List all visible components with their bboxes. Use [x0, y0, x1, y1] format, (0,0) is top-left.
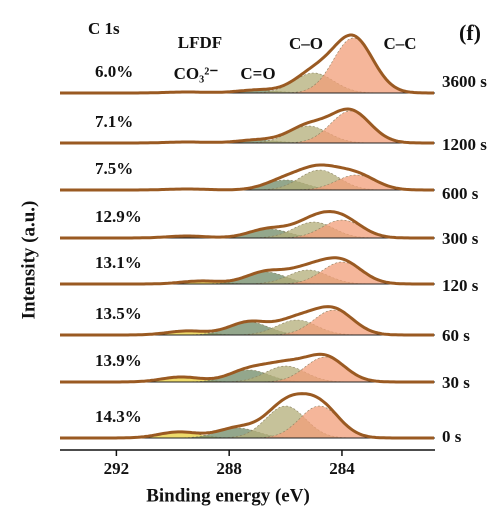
component-peak: [60, 369, 435, 383]
envelope: [60, 256, 434, 286]
x-tick-label: 292: [104, 459, 130, 478]
envelope: [60, 392, 434, 440]
time-label: 300 s: [442, 229, 479, 248]
time-label: 30 s: [442, 373, 470, 392]
time-label: 60 s: [442, 326, 470, 345]
percent-label: 6.0%: [95, 62, 133, 81]
time-label: 600 s: [442, 184, 479, 203]
time-label: 120 s: [442, 276, 479, 295]
component-peak: [60, 321, 435, 336]
envelope: [60, 33, 434, 95]
envelope: [60, 305, 434, 337]
y-axis-label: Intensity (a.u.): [18, 201, 39, 320]
peak-label: C–C: [383, 34, 416, 53]
component-peak: [60, 405, 435, 439]
component-peak: [60, 271, 435, 285]
percent-label: 12.9%: [95, 207, 142, 226]
group-label: LFDF: [178, 33, 222, 52]
x-tick-label: 284: [329, 459, 355, 478]
peak-label: C=O: [240, 64, 275, 83]
peak-label: CO₃²⁻: [174, 64, 219, 83]
region-label: C 1s: [88, 19, 120, 38]
peak-label: C–O: [289, 34, 323, 53]
envelope: [60, 163, 434, 192]
percent-label: 13.5%: [95, 304, 142, 323]
time-label: 3600 s: [442, 72, 487, 91]
time-label: 1200 s: [442, 135, 487, 154]
percent-label: 13.1%: [95, 253, 142, 272]
percent-label: 13.9%: [95, 351, 142, 370]
x-axis-label: Binding energy (eV): [146, 485, 310, 506]
envelope: [60, 107, 434, 145]
panel-label: (f): [459, 20, 481, 45]
percent-label: 7.5%: [95, 159, 133, 178]
percent-label: 7.1%: [95, 112, 133, 131]
time-label: 0 s: [442, 427, 462, 446]
percent-label: 14.3%: [95, 407, 142, 426]
envelope: [60, 209, 434, 240]
component-peak: [60, 319, 435, 336]
envelope: [60, 352, 434, 384]
x-tick-label: 288: [216, 459, 242, 478]
